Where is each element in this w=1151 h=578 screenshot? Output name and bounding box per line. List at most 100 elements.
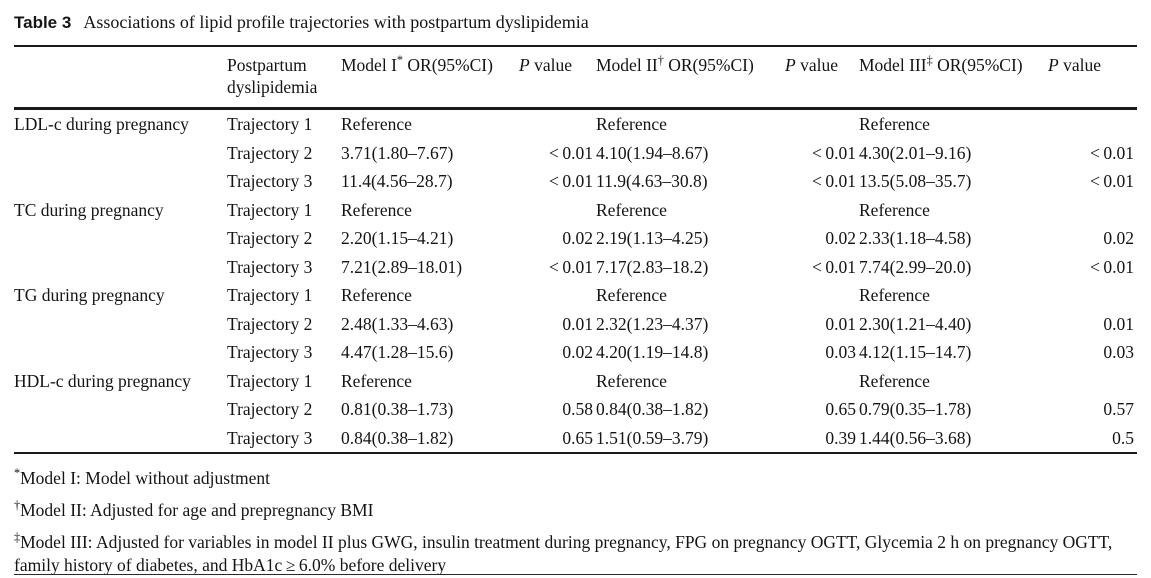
model-3-footnote-marker: ‡ (926, 53, 933, 68)
cell-or-model-3: 2.33(1.18–4.58) (859, 228, 972, 248)
col-header-p-value-2: P value (785, 45, 859, 110)
cell-trajectory: Trajectory 3 (227, 423, 341, 454)
cell-or-model-1: 0.84(0.38–1.82) (341, 423, 519, 454)
cell-lipid-group: LDL-c during pregnancy (14, 114, 189, 134)
cell-or-model-2: 1.51(0.59–3.79) (596, 423, 785, 454)
cell-trajectory: Trajectory 3 (227, 171, 313, 191)
cell-lipid-group (14, 224, 227, 253)
cell-p-model-1: 0.58 (562, 399, 593, 419)
cell-p-model-1: 0.65 (519, 423, 596, 454)
p-value-word: value (1058, 55, 1101, 75)
footnote-text: Model II: Adjusted for age and prepregna… (20, 500, 374, 520)
table-row: Trajectory 2 2.48(1.33–4.63) 0.01 2.32(1.23… (14, 310, 1137, 339)
p-italic: P (785, 55, 796, 75)
cell-or-model-1: 0.81(0.38–1.73) (341, 399, 454, 419)
cell-or-model-2: Reference (596, 285, 667, 305)
col-header-p-value-3: P value (1048, 45, 1137, 110)
cell-p-model-1 (519, 281, 596, 310)
footnote-model-2: †Model II: Adjusted for age and prepregn… (14, 499, 1137, 522)
cell-or-model-3: 13.5(5.08–35.7) (859, 171, 972, 191)
cell-or-model-3: Reference (859, 199, 930, 220)
cell-p-model-1: < 0.01 (549, 171, 593, 191)
table-body: LDL-c during pregnancy Trajectory 1 Refere… (14, 109, 1137, 454)
cell-or-model-3: Reference (859, 285, 930, 305)
col-header-model-3: Model III‡ OR(95%CI) (859, 45, 1048, 110)
cell-p-model-2 (785, 109, 859, 139)
cell-or-model-3: Reference (859, 114, 930, 134)
cell-or-model-3: 2.30(1.21–4.40) (859, 313, 972, 334)
footnote-text: Model III: Adjusted for variables in mod… (14, 532, 1113, 575)
table-row: TC during pregnancy Trajectory 1 Reference… (14, 196, 1137, 225)
cell-or-model-1: 2.48(1.33–4.63) (341, 313, 454, 334)
cell-or-model-1: 4.47(1.28–15.6) (341, 342, 454, 362)
table-row: HDL-c during pregnancy Trajectory 1 Refere… (14, 367, 1137, 396)
cell-p-model-2 (785, 367, 859, 396)
cell-trajectory: Trajectory 2 (227, 228, 313, 248)
cell-lipid-group (14, 423, 227, 454)
table-row: TG during pregnancy Trajectory 1 Reference… (14, 281, 1137, 310)
cell-lipid-group (14, 395, 227, 424)
cell-or-model-1: 11.4(4.56–28.7) (341, 171, 453, 191)
cell-p-model-2: < 0.01 (812, 256, 856, 277)
cell-p-model-2: < 0.01 (812, 171, 856, 191)
cell-lipid-group: TG during pregnancy (14, 285, 165, 305)
cell-or-model-2: 2.19(1.13–4.25) (596, 228, 709, 248)
footnote-model-3: ‡Model III: Adjusted for variables in mo… (14, 531, 1137, 577)
table-content: Table 3 Associations of lipid profile tra… (14, 0, 1137, 577)
cell-or-model-3: 1.44(0.56–3.68) (859, 423, 1048, 454)
table-row: Trajectory 3 11.4(4.56–28.7) < 0.01 11.9(4.… (14, 167, 1137, 196)
cell-trajectory: Trajectory 1 (227, 199, 313, 220)
cell-p-model-3: 0.01 (1103, 313, 1134, 334)
cell-lipid-group: TC during pregnancy (14, 199, 164, 220)
cell-or-model-2: 4.20(1.19–14.8) (596, 342, 709, 362)
cell-trajectory: Trajectory 1 (227, 370, 313, 391)
model-2-or-label: OR(95%CI) (663, 55, 754, 75)
cell-trajectory: Trajectory 2 (227, 399, 313, 419)
header-row: Postpartum dyslipidemia Model I* OR(95%C… (14, 45, 1137, 110)
cell-or-model-2: Reference (596, 370, 667, 391)
cell-lipid-group (14, 253, 227, 282)
results-table: Postpartum dyslipidemia Model I* OR(95%C… (14, 45, 1137, 454)
cell-trajectory: Trajectory 3 (227, 256, 313, 277)
cell-or-model-3: 4.12(1.15–14.7) (859, 342, 972, 362)
table-row: Trajectory 2 3.71(1.80–7.67) < 0.01 4.10(1.… (14, 139, 1137, 168)
cell-p-model-1: 0.02 (562, 228, 593, 248)
cell-or-model-2: 7.17(2.83–18.2) (596, 256, 709, 277)
cell-lipid-group (14, 139, 227, 168)
model-3-name: Model III (859, 55, 927, 75)
cell-p-model-3 (1048, 109, 1137, 139)
cell-p-model-3: 0.03 (1103, 342, 1134, 362)
table-caption: Table 3 Associations of lipid profile tra… (14, 0, 1137, 45)
cell-or-model-1: 7.21(2.89–18.01) (341, 256, 463, 277)
table-row: Trajectory 2 2.20(1.15–4.21) 0.02 2.19(1.13… (14, 224, 1137, 253)
model-1-footnote-marker: * (396, 53, 404, 68)
col-header-postpartum-dyslipidemia: Postpartum dyslipidemia (227, 45, 341, 110)
footnotes: *Model I: Model without adjustment †Mode… (14, 467, 1137, 577)
cell-trajectory: Trajectory 1 (227, 285, 313, 305)
cell-trajectory: Trajectory 2 (227, 313, 313, 334)
cell-p-model-1: 0.02 (562, 342, 593, 362)
table-row: Trajectory 2 0.81(0.38–1.73) 0.58 0.84(0.38… (14, 395, 1137, 424)
cell-or-model-2: Reference (596, 114, 667, 134)
cell-lipid-group (14, 338, 227, 367)
table-row: LDL-c during pregnancy Trajectory 1 Refere… (14, 109, 1137, 139)
col-header-lipid-group (14, 45, 227, 110)
col-header-p-value-1: P value (519, 45, 596, 110)
cell-p-model-3 (1048, 196, 1137, 225)
cell-p-model-3: 0.57 (1103, 399, 1134, 419)
cell-or-model-2: 2.32(1.23–4.37) (596, 313, 709, 334)
footnote-marker: † (14, 498, 21, 513)
cell-p-model-3 (1048, 367, 1137, 396)
cell-p-model-2: < 0.01 (812, 142, 856, 163)
p-italic: P (1048, 55, 1059, 75)
cell-or-model-1: 3.71(1.80–7.67) (341, 142, 454, 163)
footnote-marker: ‡ (14, 530, 21, 545)
cell-p-model-1 (519, 196, 596, 225)
footnote-model-1: *Model I: Model without adjustment (14, 467, 1137, 490)
cell-p-model-2 (785, 281, 859, 310)
cell-or-model-1: Reference (341, 285, 412, 305)
cell-p-model-2: 0.65 (825, 399, 856, 419)
cell-p-model-2 (785, 196, 859, 225)
p-italic: P (519, 55, 530, 75)
